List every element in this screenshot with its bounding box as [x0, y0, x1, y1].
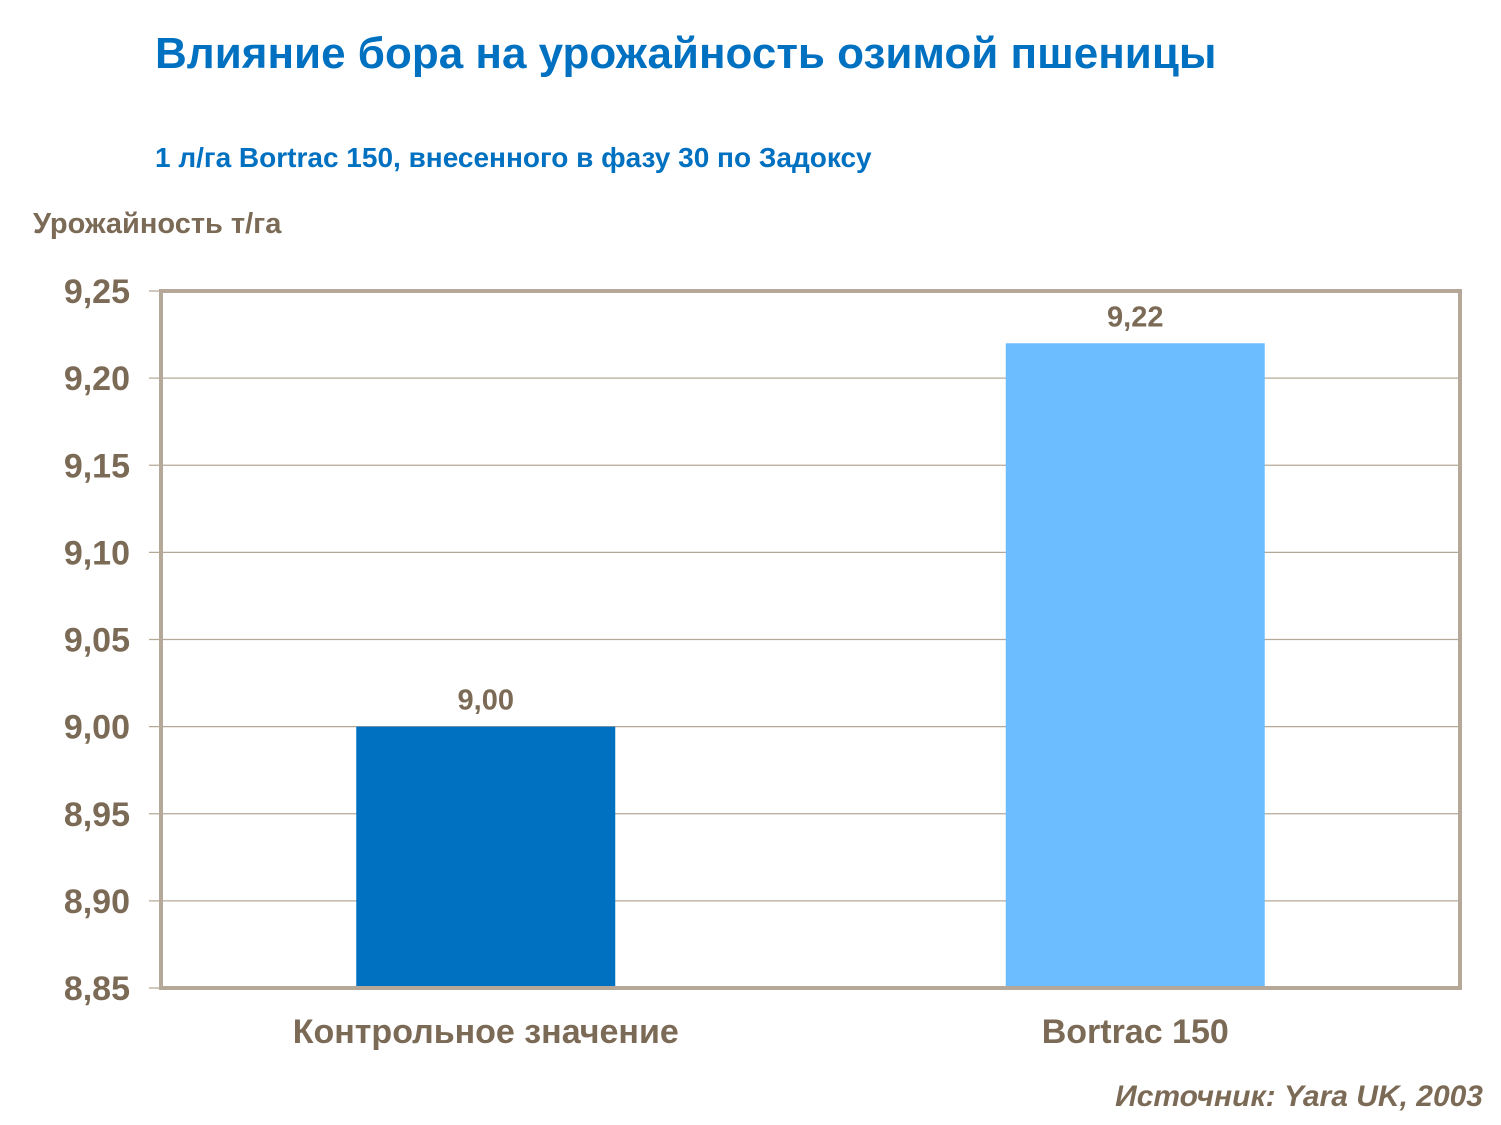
source-note: Источник: Yara UK, 2003 — [1115, 1080, 1483, 1113]
y-tick-label: 8,90 — [64, 883, 130, 921]
x-category-label: Контрольное значение — [293, 1013, 679, 1051]
y-tick-label: 9,20 — [64, 360, 130, 398]
y-tick-label: 9,00 — [64, 709, 130, 747]
bar — [1005, 343, 1265, 988]
y-tick-label: 8,95 — [64, 796, 130, 834]
y-tick-label: 9,05 — [64, 622, 130, 660]
bar — [356, 726, 616, 988]
chart-title: Влияние бора на урожайность озимой пшени… — [155, 29, 1217, 78]
data-label: 9,00 — [458, 685, 514, 717]
y-tick-label: 9,15 — [64, 447, 130, 485]
y-axis-label: Урожайность т/га — [33, 208, 282, 240]
y-tick-label: 9,25 — [64, 273, 130, 311]
y-tick-label: 8,85 — [64, 970, 130, 1008]
x-category-label: Bortrac 150 — [1042, 1013, 1229, 1051]
data-label: 9,22 — [1107, 301, 1163, 333]
y-tick-label: 9,10 — [64, 534, 130, 572]
chart-subtitle: 1 л/га Bortrac 150, внесенного в фазу 30… — [155, 142, 872, 173]
plot-frame — [159, 289, 1462, 990]
